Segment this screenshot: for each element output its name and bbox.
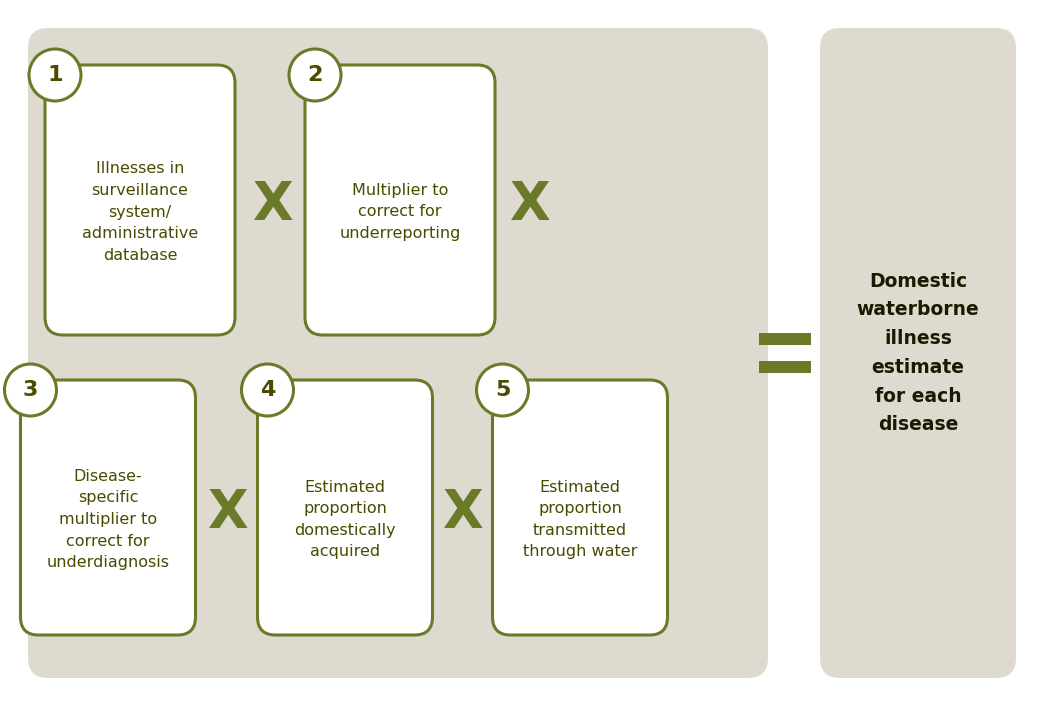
Text: 1: 1 bbox=[47, 65, 63, 85]
Text: 2: 2 bbox=[307, 65, 323, 85]
Circle shape bbox=[29, 49, 81, 101]
FancyBboxPatch shape bbox=[493, 380, 667, 635]
FancyBboxPatch shape bbox=[258, 380, 432, 635]
Circle shape bbox=[241, 364, 293, 416]
Text: X: X bbox=[509, 179, 550, 231]
FancyBboxPatch shape bbox=[28, 28, 768, 678]
Text: Multiplier to
correct for
underreporting: Multiplier to correct for underreporting bbox=[339, 183, 460, 241]
FancyBboxPatch shape bbox=[820, 28, 1016, 678]
Text: Estimated
proportion
transmitted
through water: Estimated proportion transmitted through… bbox=[523, 479, 637, 559]
Text: Domestic
waterborne
illness
estimate
for each
disease: Domestic waterborne illness estimate for… bbox=[857, 272, 979, 434]
Text: Illnesses in
surveillance
system/
administrative
database: Illnesses in surveillance system/ admini… bbox=[81, 161, 198, 263]
Text: 5: 5 bbox=[495, 380, 511, 400]
FancyBboxPatch shape bbox=[21, 380, 195, 635]
Text: Disease-
specific
multiplier to
correct for
underdiagnosis: Disease- specific multiplier to correct … bbox=[47, 469, 169, 570]
Bar bbox=[759, 361, 811, 373]
Text: 4: 4 bbox=[260, 380, 276, 400]
Circle shape bbox=[4, 364, 56, 416]
Circle shape bbox=[289, 49, 341, 101]
Text: 3: 3 bbox=[23, 380, 39, 400]
FancyBboxPatch shape bbox=[305, 65, 495, 335]
Text: X: X bbox=[253, 179, 293, 231]
Text: Estimated
proportion
domestically
acquired: Estimated proportion domestically acquir… bbox=[294, 479, 396, 559]
Circle shape bbox=[476, 364, 528, 416]
Text: X: X bbox=[443, 486, 483, 539]
Bar bbox=[759, 333, 811, 345]
Text: X: X bbox=[208, 486, 248, 539]
FancyBboxPatch shape bbox=[45, 65, 235, 335]
